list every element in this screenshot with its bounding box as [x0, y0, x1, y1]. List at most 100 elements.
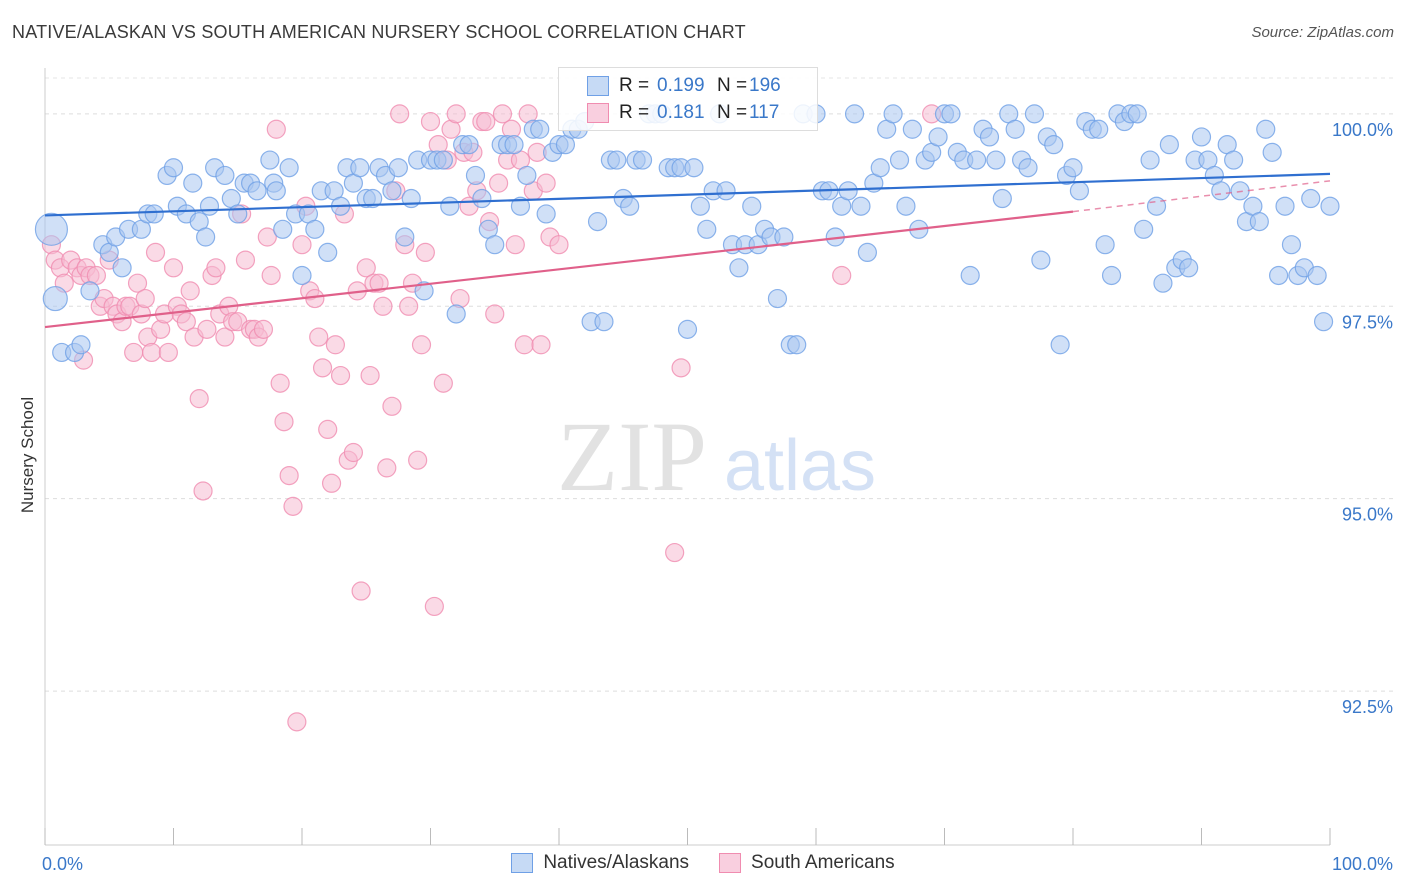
south-american-point — [399, 296, 419, 316]
native-point — [767, 288, 788, 309]
south-american-point — [127, 273, 148, 293]
native-point — [414, 281, 434, 301]
south-american-point — [318, 419, 338, 440]
native-point — [1024, 104, 1045, 124]
south-american-point — [257, 227, 277, 247]
native-point — [1018, 158, 1038, 178]
south-american-point — [197, 319, 217, 339]
legend-swatch-blue — [511, 853, 534, 873]
axes — [44, 68, 1331, 846]
native-point — [1095, 235, 1115, 255]
native-point — [697, 219, 717, 239]
native-point — [1211, 181, 1231, 201]
south-american-point — [356, 258, 376, 278]
south-american-point — [671, 358, 691, 378]
native-point — [1089, 119, 1109, 139]
native-point — [260, 150, 280, 170]
native-point — [928, 127, 948, 147]
native-point — [857, 242, 878, 263]
native-point — [350, 158, 370, 178]
south-american-point — [158, 342, 178, 363]
native-point — [896, 196, 916, 216]
native-point — [787, 335, 807, 355]
south-american-point — [235, 250, 256, 270]
south-american-point — [305, 288, 325, 309]
y-tick-label: 92.5% — [1342, 697, 1393, 717]
south-american-point — [489, 173, 509, 193]
south-american-point — [330, 365, 351, 386]
native-point — [485, 235, 505, 255]
south-american-point — [279, 465, 299, 486]
native-point — [42, 285, 68, 312]
native-point — [1069, 181, 1090, 201]
native-point — [742, 196, 762, 216]
chart-title: NATIVE/ALASKAN VS SOUTH AMERICAN NURSERY… — [12, 22, 746, 42]
south-american-point — [206, 258, 226, 278]
native-point — [504, 135, 524, 155]
south-american-point — [373, 296, 393, 316]
south-american-point — [292, 235, 312, 255]
south-american-point — [176, 312, 196, 332]
native-point — [1063, 158, 1083, 178]
legend-r-value: 0.199 — [657, 75, 705, 96]
south-american-point — [261, 265, 281, 286]
native-point — [80, 281, 100, 301]
native-point — [1005, 119, 1025, 139]
legend-n-value: 117 — [749, 102, 780, 123]
native-point — [1153, 273, 1173, 293]
south-americans-points — [41, 104, 942, 732]
native-point — [163, 158, 184, 178]
south-american-point — [193, 481, 213, 501]
native-point — [1179, 258, 1199, 278]
native-point — [774, 227, 794, 247]
native-point — [530, 119, 550, 139]
native-point — [587, 212, 608, 232]
native-point — [517, 165, 537, 186]
legend-n-value: 196 — [749, 75, 781, 96]
native-point — [1320, 196, 1340, 216]
south-american-point — [274, 412, 294, 432]
native-point — [1146, 196, 1167, 216]
native-point — [1230, 181, 1250, 201]
south-american-point — [832, 265, 852, 286]
south-american-point — [492, 104, 513, 124]
native-point — [620, 196, 640, 216]
south-american-point — [360, 365, 380, 386]
native-point — [690, 196, 710, 216]
y-tick-label: 100.0% — [1332, 120, 1393, 140]
south-american-point — [665, 542, 685, 563]
native-point — [889, 150, 910, 170]
south-american-point — [287, 712, 307, 732]
native-point — [363, 188, 383, 209]
native-point — [838, 181, 858, 201]
south-american-point — [390, 104, 410, 124]
south-american-point — [369, 273, 389, 293]
native-point — [395, 227, 415, 247]
native-point — [716, 181, 736, 201]
south-american-point — [253, 319, 274, 339]
legend-item-natives[interactable]: Natives/Alaskans — [511, 852, 689, 874]
south-american-point — [180, 281, 200, 301]
native-point — [183, 173, 203, 193]
native-point — [510, 196, 531, 216]
native-point — [1275, 196, 1295, 216]
legend-item-south-americans[interactable]: South Americans — [719, 852, 895, 874]
native-point — [883, 104, 903, 124]
native-point — [960, 265, 980, 286]
native-point — [196, 227, 216, 247]
south-american-point — [377, 458, 397, 478]
legend-swatch-blue — [587, 76, 609, 96]
native-point — [729, 258, 749, 278]
south-american-point — [424, 596, 444, 617]
south-american-point — [145, 242, 166, 263]
native-point — [273, 219, 293, 239]
native-point — [228, 204, 248, 224]
native-point — [1101, 265, 1122, 286]
legend-r-value: 0.181 — [657, 102, 705, 123]
native-point — [465, 165, 486, 186]
native-point — [215, 165, 235, 186]
stats-legend: R = 0.199 N = 196 R = 0.181 N = 117 — [558, 67, 818, 131]
native-point — [1224, 150, 1244, 170]
native-point — [992, 188, 1012, 209]
